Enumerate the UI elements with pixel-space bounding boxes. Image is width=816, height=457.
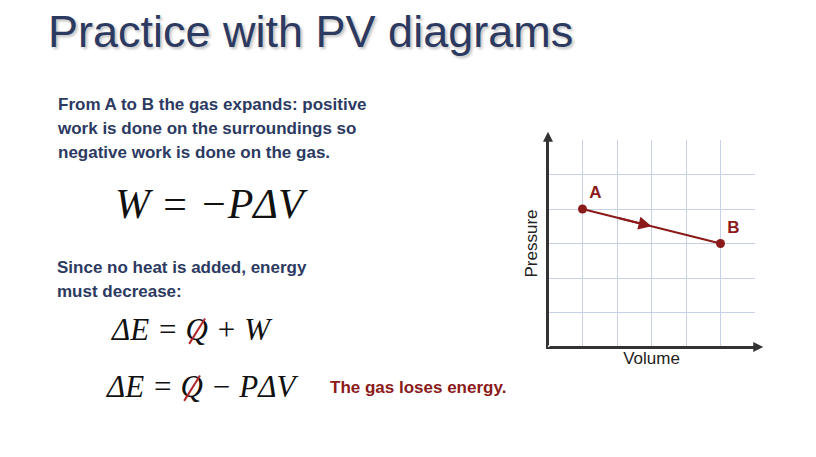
html-text:Practice with PV diagrams: Practice with PV diagrams <box>48 6 574 57</box>
html-text:W = −PΔV: W = −PΔV <box>115 181 304 227</box>
html-text:work is done on the surroundin: work is done on the surroundings so <box>58 119 357 138</box>
svg-text:Volume: Volume <box>623 349 680 368</box>
svg-text:A: A <box>589 183 601 202</box>
html-text:Since no heat is added, energy: Since no heat is added, energy <box>57 258 307 277</box>
html-text:must decrease:: must decrease: <box>57 282 182 301</box>
html-text:The gas loses energy.: The gas loses energy. <box>330 378 507 397</box>
html-text:ΔE = Q − PΔV: ΔE = Q − PΔV <box>107 369 296 404</box>
html-text:From A to B the gas expands: p: From A to B the gas expands: positive <box>58 95 367 114</box>
svg-text:B: B <box>727 218 739 237</box>
svg-text:Pressure: Pressure <box>522 209 541 277</box>
html-text:ΔE = Q + W: ΔE = Q + W <box>112 312 271 347</box>
html-text:negative work is done on the g: negative work is done on the gas. <box>58 143 331 162</box>
